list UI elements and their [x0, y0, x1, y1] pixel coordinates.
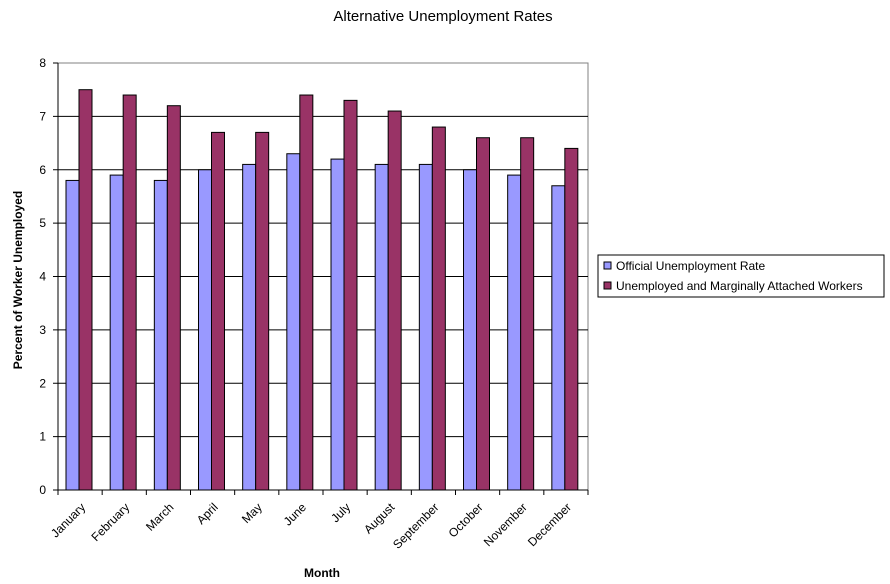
legend-label-official: Official Unemployment Rate	[616, 259, 766, 273]
bar-official-june	[286, 153, 301, 491]
y-tick-label-4: 4	[39, 270, 46, 284]
y-axis-label: Percent of Worker Unemployed	[11, 191, 25, 370]
bars	[65, 89, 579, 491]
bar-official-december	[551, 185, 566, 491]
bar-marginal-april	[211, 131, 225, 491]
bar-marginal-august	[387, 110, 402, 491]
bar-marginal-march	[166, 105, 181, 491]
legend: Official Unemployment Rate Unemployed and…	[597, 254, 885, 298]
y-tick-label-2: 2	[39, 376, 46, 390]
y-tick-label-0: 0	[39, 483, 46, 497]
bar-marginal-june	[299, 94, 314, 491]
bar-official-april	[198, 169, 212, 491]
x-tick-label-december: December	[525, 500, 574, 549]
y-tick-label-8: 8	[39, 56, 46, 70]
legend-box	[597, 254, 885, 298]
x-tick-label-april: April	[194, 500, 221, 527]
x-tick-labels: January February March April May June July Augu…	[48, 500, 574, 552]
y-tick-label-5: 5	[39, 216, 46, 230]
bar-marginal-october	[476, 137, 490, 491]
x-axis-label: Month	[304, 566, 340, 580]
bar-marginal-may	[255, 131, 270, 491]
bar-official-september	[418, 163, 433, 491]
x-tick-label-august: August	[361, 500, 398, 537]
bar-official-november	[507, 174, 522, 491]
x-tick-label-september: September	[390, 500, 441, 551]
y-tick-label-7: 7	[39, 109, 46, 123]
bar-marginal-november	[520, 137, 535, 491]
bar-official-february	[109, 174, 124, 491]
x-tick-label-march: March	[143, 500, 176, 533]
bar-marginal-december	[564, 147, 579, 491]
x-tick-label-july: July	[328, 500, 353, 525]
y-tick-label-1: 1	[39, 430, 46, 444]
y-tick-label-6: 6	[39, 163, 46, 177]
bar-official-october	[463, 169, 477, 491]
x-tick-label-november: November	[481, 500, 530, 549]
bar-official-january	[65, 179, 80, 491]
bar-official-august	[374, 163, 389, 491]
axes	[53, 62, 589, 495]
y-tick-label-3: 3	[39, 323, 46, 337]
bar-marginal-july	[343, 99, 358, 491]
legend-label-marginal: Unemployed and Marginally Attached Worke…	[616, 279, 863, 293]
legend-swatch-official	[603, 261, 612, 270]
bar-marginal-january	[78, 89, 93, 491]
x-tick-label-october: October	[446, 500, 486, 540]
x-tick-label-may: May	[239, 500, 265, 526]
chart-title: Alternative Unemployment Rates	[333, 8, 552, 25]
x-tick-label-february: February	[89, 500, 133, 544]
bar-official-may	[242, 163, 257, 491]
bar-official-march	[153, 179, 168, 491]
x-tick-label-june: June	[281, 500, 310, 529]
gridlines	[58, 62, 588, 438]
x-tick-label-january: January	[48, 500, 88, 540]
legend-swatch-marginal	[603, 281, 612, 290]
bar-marginal-september	[431, 126, 446, 491]
bar-marginal-february	[122, 94, 137, 491]
bar-official-july	[330, 158, 345, 491]
y-tick-labels: 0 1 2 3 4 5 6 7 8	[39, 56, 46, 497]
